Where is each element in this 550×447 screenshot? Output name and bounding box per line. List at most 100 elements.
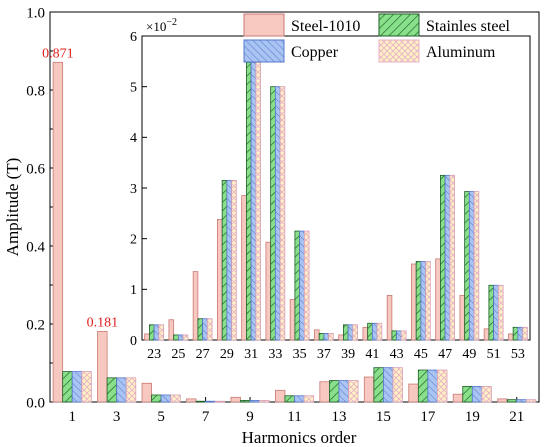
bar-aluminum-39: [352, 324, 358, 341]
bar-steel-37: [314, 329, 320, 341]
legend-label-copper: Copper: [291, 44, 339, 61]
bar-steel-31: [241, 195, 247, 341]
bar-steel-53: [508, 333, 514, 341]
bar-copper-51: [493, 284, 499, 341]
x-tick-label: 17: [420, 409, 436, 425]
main-annotations: 0.871 0.181: [42, 46, 118, 330]
x-tick-label: 7: [202, 409, 210, 425]
bar-stainless-7: [195, 400, 206, 403]
bar-steel-11: [274, 389, 286, 403]
bar-stainless-39: [342, 324, 349, 341]
legend: Steel-1010 Stainles steel Copper Aluminu…: [243, 13, 511, 63]
bar-aluminum-19: [481, 385, 492, 403]
y-tick-label: 0: [130, 334, 137, 349]
bar-copper-13: [338, 380, 349, 403]
y-tick-label: 0.4: [26, 239, 45, 255]
bar-copper-45: [420, 261, 427, 341]
bar-copper-27: [202, 318, 208, 341]
bar-steel-17: [408, 383, 419, 403]
legend-swatch-copper: [243, 39, 285, 63]
x-tick-label: 9: [246, 409, 254, 425]
bar-stainless-9: [240, 400, 251, 403]
legend-item-steel: Steel-1010: [243, 13, 360, 37]
bar-copper-21: [516, 399, 527, 403]
bar-stainless-13: [328, 380, 340, 403]
bar-aluminum-13: [348, 380, 359, 403]
annotation-0: 0.871: [42, 46, 74, 61]
legend-label-stainless: Stainles steel: [426, 18, 511, 35]
main-bars: [52, 61, 537, 403]
bar-stainless-51: [488, 284, 495, 341]
bar-steel-29: [217, 219, 223, 341]
y-axis-label: Amplitude (T): [3, 158, 22, 257]
bar-stainless-49: [464, 191, 470, 341]
bar-steel-23: [144, 333, 150, 341]
bar-aluminum-51: [497, 284, 504, 341]
bar-stainless-33: [270, 86, 276, 341]
bar-aluminum-21: [525, 399, 537, 403]
bar-aluminum-25: [182, 334, 189, 341]
bar-steel-9: [230, 396, 241, 403]
bar-stainless-3: [106, 377, 118, 403]
x-tick-label: 53: [511, 347, 525, 362]
x-tick-label: 25: [171, 347, 185, 362]
x-tick-label: 45: [414, 347, 428, 362]
y-tick-label: 0.6: [26, 161, 45, 177]
bar-steel-41: [362, 326, 369, 341]
bar-copper-29: [226, 179, 233, 341]
bar-copper-31: [250, 61, 257, 341]
x-tick-label: 13: [331, 409, 346, 425]
bar-steel-7: [186, 398, 197, 403]
bar-aluminum-1: [81, 371, 92, 403]
bar-stainless-31: [245, 61, 252, 341]
bar-aluminum-31: [255, 61, 261, 341]
bar-copper-19: [471, 385, 483, 403]
x-tick-label: 49: [462, 347, 476, 362]
y-tick-label: 3: [130, 182, 137, 197]
y-tick-label: 0.0: [26, 395, 45, 411]
bar-stainless-43: [391, 330, 398, 341]
annotation-1: 0.181: [87, 315, 119, 330]
bar-copper-9: [249, 400, 261, 403]
legend-label-aluminum: Aluminum: [426, 44, 496, 61]
bar-stainless-27: [197, 318, 204, 341]
bar-aluminum-47: [449, 174, 455, 341]
bar-copper-53: [517, 326, 524, 341]
bar-copper-7: [205, 400, 216, 403]
x-tick-label: 33: [268, 347, 282, 362]
inset-x-axis: 23 25 27 29 31 33 35 37 39 41 43 45 47 49 51 53: [147, 335, 525, 362]
bar-copper-33: [274, 86, 281, 341]
x-tick-label: 1: [68, 409, 76, 425]
bar-aluminum-17: [437, 369, 448, 403]
legend-item-aluminum: Aluminum: [378, 39, 496, 63]
bar-stainless-21: [506, 399, 518, 403]
bar-copper-49: [468, 191, 475, 341]
bar-stainless-45: [415, 261, 422, 341]
bar-steel-33: [265, 241, 272, 341]
bar-steel-35: [289, 299, 296, 341]
bar-copper-17: [427, 369, 438, 403]
x-tick-label: 27: [196, 347, 210, 362]
bar-stainless-37: [318, 333, 325, 341]
bar-stainless-1: [62, 371, 73, 403]
bar-copper-23: [153, 324, 160, 341]
legend-item-copper: Copper: [243, 39, 339, 63]
legend-item-stainless: Stainles steel: [378, 13, 511, 37]
inset-scale-label: ×10−2: [146, 17, 177, 34]
bar-copper-47: [444, 174, 451, 341]
x-tick-label: 23: [147, 347, 161, 362]
bar-stainless-53: [512, 326, 519, 341]
bar-steel-49: [459, 295, 466, 341]
bar-stainless-35: [294, 230, 301, 341]
bar-aluminum-23: [158, 324, 164, 341]
bar-aluminum-9: [259, 400, 270, 403]
bar-copper-1: [71, 371, 83, 403]
bar-aluminum-35: [303, 230, 310, 341]
bar-aluminum-49: [473, 191, 480, 341]
bar-steel-47: [435, 258, 441, 341]
x-axis-label: Harmonics order: [242, 428, 357, 447]
bar-steel-45: [411, 263, 417, 341]
bar-stainless-41: [367, 322, 373, 341]
bar-steel-25: [168, 319, 175, 341]
bar-steel-5: [141, 382, 152, 403]
